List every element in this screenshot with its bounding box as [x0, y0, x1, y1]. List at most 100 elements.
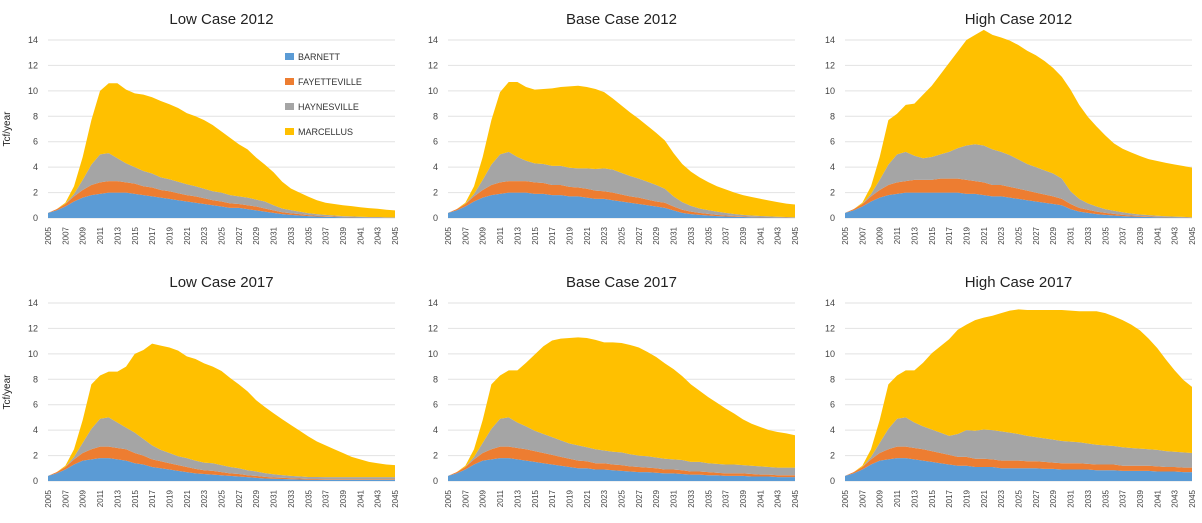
x-tick-label: 2037: [322, 226, 331, 244]
y-tick-label: 6: [830, 137, 835, 147]
y-tick-label: 0: [433, 476, 438, 486]
x-tick-label: 2027: [635, 489, 644, 507]
legend-item-barnett: BARNETT: [285, 44, 362, 69]
legend: BARNETT FAYETTEVILLE HAYNESVILLE MARCELL…: [285, 44, 362, 144]
area-fayetteville: [48, 181, 395, 218]
x-tick-label: 2027: [1032, 489, 1041, 507]
area-fayetteville: [448, 181, 795, 218]
x-tick-label: 2021: [583, 489, 592, 507]
x-tick-label: 2041: [1153, 489, 1162, 507]
x-tick-label: 2031: [270, 489, 279, 507]
y-tick-label: 8: [830, 374, 835, 384]
x-tick-label: 2015: [531, 226, 540, 244]
x-tick-label: 2015: [131, 226, 140, 244]
area-fayetteville: [845, 446, 1192, 476]
y-tick-label: 14: [28, 298, 38, 308]
x-tick-label: 2011: [496, 226, 505, 244]
area-barnett: [448, 192, 795, 218]
y-axis-label: Tcf/year: [2, 111, 13, 147]
y-tick-label: 0: [830, 476, 835, 486]
y-tick-label: 10: [428, 86, 438, 96]
x-tick-label: 2033: [687, 226, 696, 244]
x-tick-label: 2005: [44, 489, 53, 507]
area-marcellus: [48, 83, 395, 218]
x-tick-label: 2039: [739, 489, 748, 507]
x-tick-label: 2019: [565, 489, 574, 507]
x-tick-label: 2039: [1136, 489, 1145, 507]
area-marcellus: [845, 29, 1192, 218]
y-tick-label: 4: [433, 425, 438, 435]
x-tick-label: 2021: [183, 226, 192, 244]
x-tick-label: 2007: [61, 489, 70, 507]
area-haynesville: [845, 144, 1192, 218]
chart-panel: Base Case 2017 0 2 4 6 8 10 12 14 2005 2007 2009 201…: [400, 263, 805, 523]
y-tick-label: 6: [33, 137, 38, 147]
y-tick-label: 14: [428, 298, 438, 308]
x-tick-label: 2045: [791, 226, 800, 244]
y-tick-label: 8: [433, 111, 438, 121]
legend-label-haynesville: HAYNESVILLE: [298, 101, 359, 112]
x-tick-label: 2013: [113, 489, 122, 507]
y-tick-label: 8: [830, 111, 835, 121]
y-tick-label: 6: [830, 400, 835, 410]
area-marcellus: [448, 337, 795, 476]
x-tick-label: 2013: [513, 489, 522, 507]
x-tick-label: 2043: [1171, 226, 1180, 244]
x-tick-label: 2019: [962, 226, 971, 244]
x-tick-label: 2035: [704, 489, 713, 507]
x-tick-label: 2039: [1136, 226, 1145, 244]
x-tick-label: 2023: [600, 226, 609, 244]
x-tick-label: 2045: [391, 226, 400, 244]
area-fayetteville: [845, 178, 1192, 218]
x-tick-label: 2011: [893, 226, 902, 244]
legend-label-marcellus: MARCELLUS: [298, 126, 354, 137]
y-tick-label: 14: [28, 35, 38, 45]
chart-title: Base Case 2017: [566, 274, 677, 291]
x-tick-label: 2033: [287, 489, 296, 507]
x-tick-label: 2013: [113, 226, 122, 244]
y-tick-label: 0: [33, 476, 38, 486]
chart-title: Base Case 2012: [566, 11, 677, 28]
x-tick-label: 2021: [183, 489, 192, 507]
x-tick-label: 2043: [774, 489, 783, 507]
x-tick-label: 2029: [1049, 226, 1058, 244]
x-tick-label: 2023: [997, 226, 1006, 244]
area-fayetteville: [448, 446, 795, 478]
x-tick-label: 2007: [858, 226, 867, 244]
area-haynesville: [845, 417, 1192, 476]
area-marcellus: [448, 81, 795, 218]
x-tick-label: 2025: [618, 489, 627, 507]
y-tick-label: 8: [433, 374, 438, 384]
x-tick-label: 2011: [96, 489, 105, 507]
x-tick-label: 2005: [841, 489, 850, 507]
y-tick-label: 0: [830, 213, 835, 223]
chart-svg: Base Case 2017 0 2 4 6 8 10 12 14 2005 2007 2009 201…: [428, 274, 800, 508]
legend-swatch-barnett: [285, 53, 294, 60]
x-tick-label: 2027: [235, 226, 244, 244]
y-tick-label: 6: [433, 137, 438, 147]
y-tick-label: 0: [33, 213, 38, 223]
chart-svg: Base Case 2012 0 2 4 6 8 10 12 14 2005 2007 2009 201…: [428, 11, 800, 245]
x-tick-label: 2021: [583, 226, 592, 244]
x-tick-label: 2017: [945, 489, 954, 507]
x-tick-label: 2039: [339, 226, 348, 244]
x-tick-label: 2041: [756, 226, 765, 244]
chart-panel: High Case 2012 0 2 4 6 8 10 12 14 2005 2007 2009 201…: [797, 0, 1202, 260]
y-tick-label: 14: [825, 298, 835, 308]
y-tick-label: 12: [825, 323, 835, 333]
x-tick-label: 2009: [79, 489, 88, 507]
x-tick-label: 2013: [910, 489, 919, 507]
area-marcellus: [48, 343, 395, 478]
y-tick-label: 14: [428, 35, 438, 45]
x-tick-label: 2009: [79, 226, 88, 244]
y-axis-label: Tcf/year: [2, 374, 13, 410]
area-haynesville: [448, 151, 795, 218]
y-tick-label: 2: [830, 188, 835, 198]
x-tick-label: 2031: [1067, 226, 1076, 244]
legend-swatch-marcellus: [285, 128, 294, 135]
x-tick-label: 2023: [600, 489, 609, 507]
x-tick-label: 2033: [287, 226, 296, 244]
chart-svg: High Case 2017 0 2 4 6 8 10 12 14 2005 2007 2009 201…: [825, 274, 1197, 508]
x-tick-label: 2021: [980, 489, 989, 507]
y-tick-label: 10: [28, 86, 38, 96]
